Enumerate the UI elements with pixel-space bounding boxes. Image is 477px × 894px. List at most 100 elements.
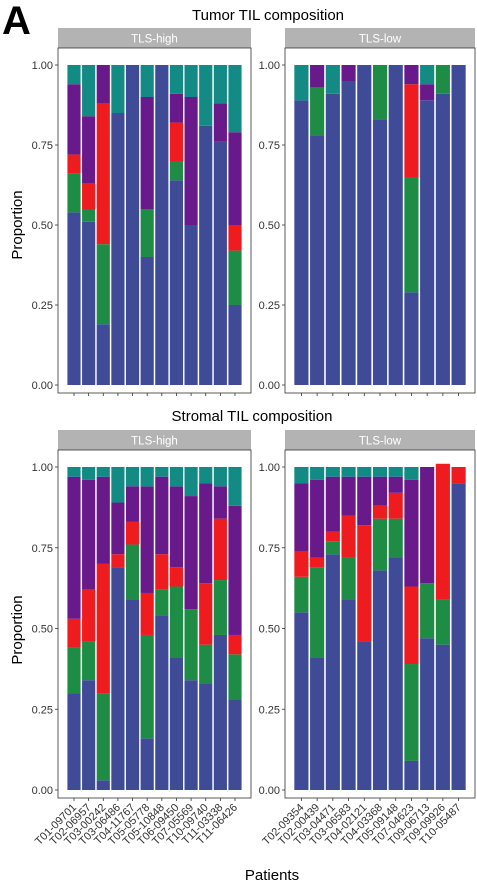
bar-segment <box>140 209 154 257</box>
bar-segment <box>435 93 450 386</box>
bar-segment <box>228 467 242 506</box>
bar-segment <box>310 467 325 480</box>
bar-segment <box>388 492 403 519</box>
bar-segment <box>213 467 227 487</box>
y-tick-label: 1.00 <box>32 60 53 72</box>
bar-segment <box>372 518 388 571</box>
y-tick-label: 0.50 <box>259 624 280 636</box>
bar-segment <box>294 576 309 613</box>
bar-segment <box>155 589 169 616</box>
bar-segment <box>96 693 110 781</box>
bar-segment <box>372 505 388 519</box>
bar-segment <box>67 173 81 213</box>
chart-title-stromal: Stromal TIL composition <box>172 408 333 425</box>
bar-segment <box>404 586 419 665</box>
bar-segment <box>140 592 154 635</box>
facet-0-0: TLS-high 0.00 0.25 0.50 0.75 1.00 <box>32 28 252 396</box>
y-axis-label-bottom: Proportion <box>9 595 26 664</box>
bar-segment <box>388 518 403 558</box>
bar-segment <box>67 65 81 85</box>
y-axis-label-top: Proportion <box>9 190 26 259</box>
bar-segment <box>388 467 403 477</box>
chart-title-tumor: Tumor TIL composition <box>192 7 344 24</box>
bar-segment <box>67 618 81 648</box>
bar-segment <box>96 467 110 477</box>
bar-segment <box>169 161 184 181</box>
bar-segment <box>169 567 184 587</box>
y-tick-label: 0.25 <box>32 300 53 312</box>
bar-segment <box>357 467 372 477</box>
bar-segment <box>199 644 213 684</box>
bar-segment <box>325 65 340 94</box>
bar-segment <box>184 609 198 681</box>
bar-segment <box>67 467 81 477</box>
bar-segment <box>404 84 419 177</box>
bar-segment <box>325 467 340 477</box>
bar-segment <box>404 65 419 85</box>
bar-segment <box>125 544 140 600</box>
panel-letter: A <box>2 0 31 43</box>
y-tick-label: 0.00 <box>259 380 280 392</box>
bar-segment <box>169 486 184 568</box>
bar-segment <box>420 467 435 584</box>
bar-segment <box>140 257 154 385</box>
bar-segment <box>67 647 81 694</box>
bar-segment <box>341 476 356 516</box>
bar-segment <box>199 583 213 645</box>
bar-segment <box>140 467 154 487</box>
bar-segment <box>125 521 140 545</box>
facet-strip-label: TLS-high <box>131 34 178 46</box>
bar-segment <box>341 557 356 600</box>
bar-segment <box>294 483 309 551</box>
bar-segment <box>388 476 403 493</box>
bar-segment <box>67 84 81 155</box>
bar-segment <box>96 324 110 385</box>
facet-strip <box>58 28 251 48</box>
bar-segment <box>357 641 372 790</box>
bar-segment <box>228 225 242 251</box>
bar-segment <box>184 467 198 497</box>
y-tick-label: 0.75 <box>259 543 280 555</box>
bar-segment <box>228 250 242 305</box>
bar-segment <box>199 65 213 126</box>
y-tick-label: 0.25 <box>32 704 53 716</box>
bar-segment <box>169 65 184 94</box>
bar-segment <box>341 65 356 81</box>
bar-segment <box>435 463 450 600</box>
bar-segment <box>169 586 184 658</box>
bar-segment <box>388 65 403 385</box>
bar-segment <box>228 634 242 655</box>
bar-segment <box>213 634 227 790</box>
y-tick-label: 0.00 <box>32 380 53 392</box>
bar-segment <box>357 65 372 385</box>
bar-segment <box>82 467 96 480</box>
bar-segment <box>82 116 96 184</box>
bar-segment <box>325 541 340 555</box>
bar-segment <box>82 680 96 790</box>
panel-border <box>284 449 476 799</box>
bar-segment <box>111 554 125 568</box>
bar-segment <box>341 467 356 477</box>
bar-segment <box>420 84 435 101</box>
bar-segment <box>155 554 169 590</box>
y-tick-label: 0.75 <box>259 140 280 152</box>
bar-segment <box>294 100 309 385</box>
bar-segment <box>420 65 435 85</box>
bar-segment <box>357 525 372 642</box>
bar-segment <box>82 641 96 681</box>
bar-segment <box>96 65 110 104</box>
plot-area: TLS-high 0.00 0.25 0.50 0.75 1.00 TLS-low 0.00 0… <box>32 28 476 848</box>
bar-segment <box>213 486 227 519</box>
facet-strip <box>285 430 475 450</box>
bar-segment <box>199 125 213 386</box>
bar-segment <box>82 65 96 117</box>
bar-segment <box>228 505 242 635</box>
bar-segment <box>213 580 227 635</box>
y-tick-label: 0.50 <box>32 220 53 232</box>
y-tick-label: 0.75 <box>32 140 53 152</box>
bar-segment <box>310 87 325 136</box>
bar-segment <box>155 476 169 555</box>
y-tick-label: 0.25 <box>259 704 280 716</box>
bar-segment <box>341 515 356 558</box>
bar-segment <box>96 244 110 325</box>
